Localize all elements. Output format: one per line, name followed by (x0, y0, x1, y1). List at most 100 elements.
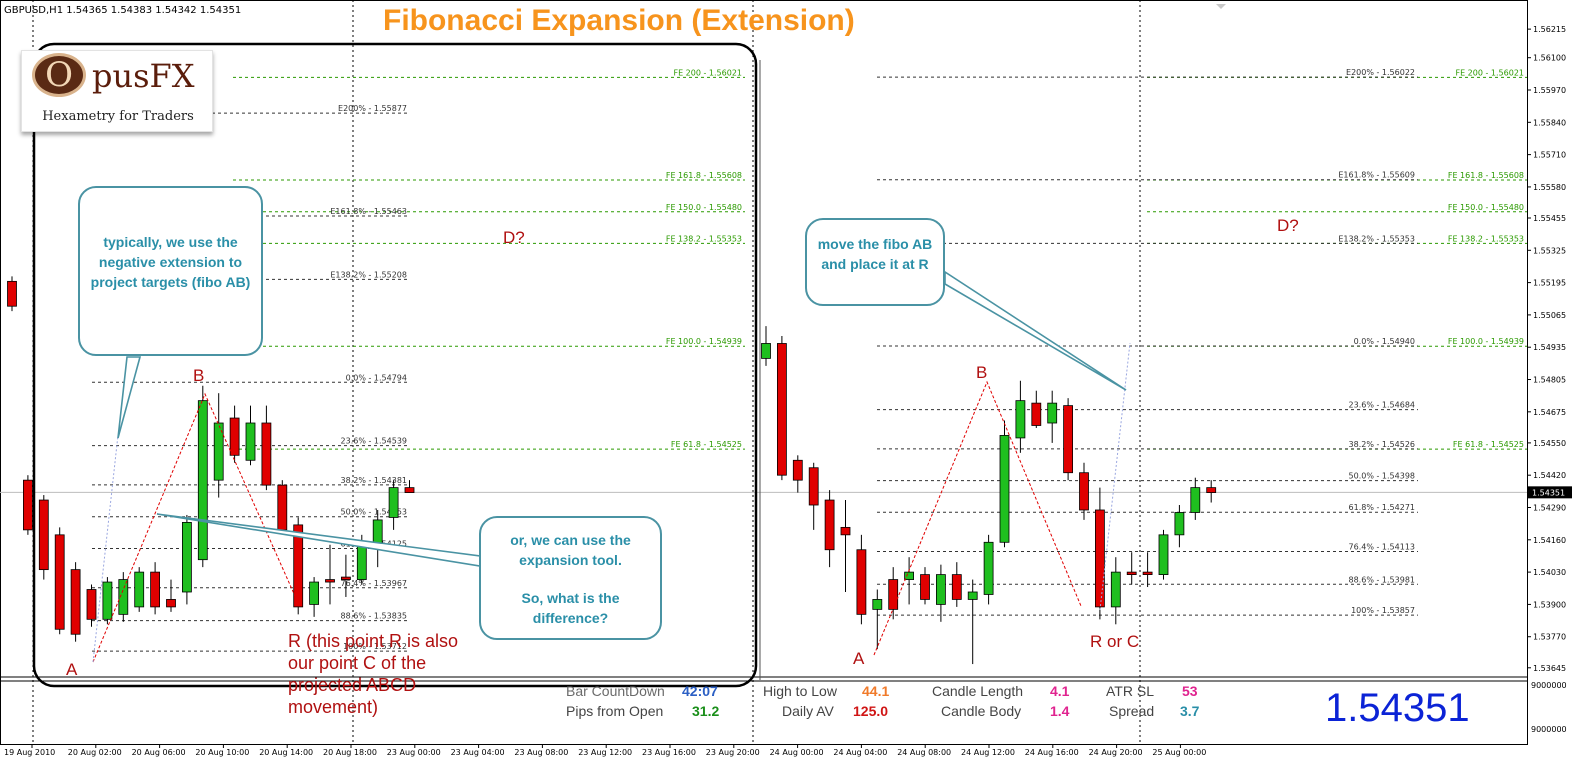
logo-name: pusFX (92, 57, 195, 95)
price-label-16: 1.54160 (1533, 536, 1566, 545)
logo-o-icon: O (32, 53, 86, 97)
point-r-or-c: R or C (1090, 632, 1140, 651)
left-body-22 (356, 544, 367, 580)
right-candle-4 (824, 490, 835, 568)
left-candle-5 (86, 584, 97, 627)
left-candle-17 (277, 480, 288, 533)
left-fe-label-5: FE 61.8 - 1.54525 (671, 440, 742, 449)
right-body-6 (856, 549, 867, 615)
price-label-7: 1.55325 (1533, 246, 1566, 255)
left-body-17 (277, 484, 288, 531)
price-label-11: 1.54805 (1533, 376, 1566, 385)
left-body-1 (22, 479, 33, 531)
left-candle-6 (102, 577, 113, 625)
right-candle-11 (936, 564, 946, 622)
right-fib-label-0: E200% - 1.56022 (1346, 68, 1415, 77)
right-body-27 (1190, 487, 1201, 513)
right-candle-24 (1142, 552, 1153, 588)
right-body-5 (840, 526, 851, 536)
time-label-8: 23 Aug 08:00 (514, 748, 568, 757)
left-candle-7 (118, 572, 129, 622)
daily-av-label: Daily AV (782, 703, 834, 719)
candle-length-value: 4.1 (1050, 683, 1070, 699)
left-zigzag (92, 392, 300, 663)
right-candle-8 (888, 567, 899, 620)
indicator-axis-bottom: 9000000 (1531, 725, 1567, 734)
symbol-label: GBPUSD,H1 1.54365 1.54383 1.54342 1.5435… (4, 5, 242, 16)
time-label-10: 23 Aug 16:00 (642, 748, 696, 757)
left-candle-11 (181, 514, 192, 605)
right-candle-7 (872, 589, 883, 650)
pips-from-open-value: 31.2 (692, 703, 720, 719)
spread-value: 3.7 (1180, 703, 1200, 719)
left-candle-12 (197, 385, 208, 568)
price-label-19: 1.53770 (1533, 633, 1566, 642)
right-fib-label-8: 76.4% - 1.54113 (1349, 542, 1415, 551)
price-label-2: 1.55970 (1533, 86, 1566, 95)
right-fib-label-9: 88.6% - 1.53981 (1349, 575, 1415, 584)
right-fe-label-0: FE 200 - 1.56021 (1455, 68, 1524, 77)
time-label-3: 20 Aug 10:00 (195, 748, 249, 757)
time-label-2: 20 Aug 06:00 (132, 748, 186, 757)
left-body-3 (54, 534, 65, 630)
price-label-3: 1.55840 (1533, 118, 1566, 127)
left-body-7 (118, 579, 129, 615)
right-candle-20 (1079, 462, 1089, 520)
point-d-right: D? (1277, 216, 1299, 235)
right-candle-17 (1031, 390, 1042, 428)
left-fib-label-0: E200% - 1.55877 (338, 104, 407, 113)
left-body-4 (70, 569, 81, 635)
left-body-5 (86, 589, 97, 620)
right-body-7 (872, 599, 883, 610)
left-candle-14 (229, 405, 240, 463)
left-body-21 (340, 576, 351, 580)
left-fe-label-3: FE 138.2 - 1.55353 (666, 234, 742, 243)
right-body-23 (1126, 571, 1137, 575)
callout-negative-extension: typically, we use the negative extension… (78, 186, 263, 356)
point-r-note: R (this point R is also our point C of t… (288, 631, 459, 717)
candle-length-label: Candle Length (932, 683, 1024, 699)
right-candle-6 (856, 534, 867, 625)
left-fe-label-4: FE 100.0 - 1.54939 (666, 337, 742, 346)
right-fib-label-10: 100% - 1.53857 (1351, 606, 1415, 615)
left-candle-15 (245, 405, 256, 466)
right-fib-label-1: E161.8% - 1.55609 (1338, 171, 1415, 180)
candle-body-value: 1.4 (1050, 703, 1070, 719)
right-candle-27 (1190, 477, 1201, 520)
point-b-left: B (193, 366, 205, 385)
right-candle-19 (1063, 398, 1073, 481)
right-candle-3 (808, 462, 819, 530)
left-candle-21 (340, 554, 351, 597)
right-body-28 (1206, 487, 1217, 493)
right-fib-label-6: 50.0% - 1.54398 (1349, 472, 1415, 481)
right-body-4 (824, 499, 835, 551)
left-body-19 (309, 581, 320, 605)
left-candle-9 (150, 562, 161, 615)
right-body-25 (1158, 534, 1169, 575)
right-candle-28 (1206, 480, 1217, 503)
current-price-display: 1.54351 (1325, 686, 1470, 730)
right-body-0 (761, 343, 771, 359)
daily-av-value: 125.0 (853, 703, 889, 719)
right-body-20 (1079, 472, 1089, 511)
left-candle-13 (213, 393, 224, 498)
right-candle-22 (1110, 557, 1121, 625)
point-b-right: B (976, 363, 988, 382)
opusfx-logo: O pusFX Hexametry for Traders (21, 50, 213, 132)
time-label-9: 23 Aug 12:00 (578, 748, 632, 757)
indicator-axis-top: 9000000 (1531, 681, 1567, 690)
left-candle-23 (372, 509, 383, 568)
point-a-left: A (66, 660, 78, 679)
right-candle-5 (840, 500, 851, 592)
time-label-6: 23 Aug 00:00 (387, 748, 441, 757)
left-fib-label-6: 50.0% - 1.54253 (341, 508, 407, 517)
price-label-15: 1.54290 (1533, 504, 1566, 513)
left-candle-3 (54, 527, 65, 635)
left-body-8 (134, 571, 145, 608)
left-body-11 (181, 522, 192, 593)
left-candle-24 (388, 480, 399, 530)
point-d-left: D? (503, 228, 525, 247)
right-fe-label-1: FE 161.8 - 1.55608 (1448, 171, 1524, 180)
point-a-right: A (853, 649, 865, 668)
